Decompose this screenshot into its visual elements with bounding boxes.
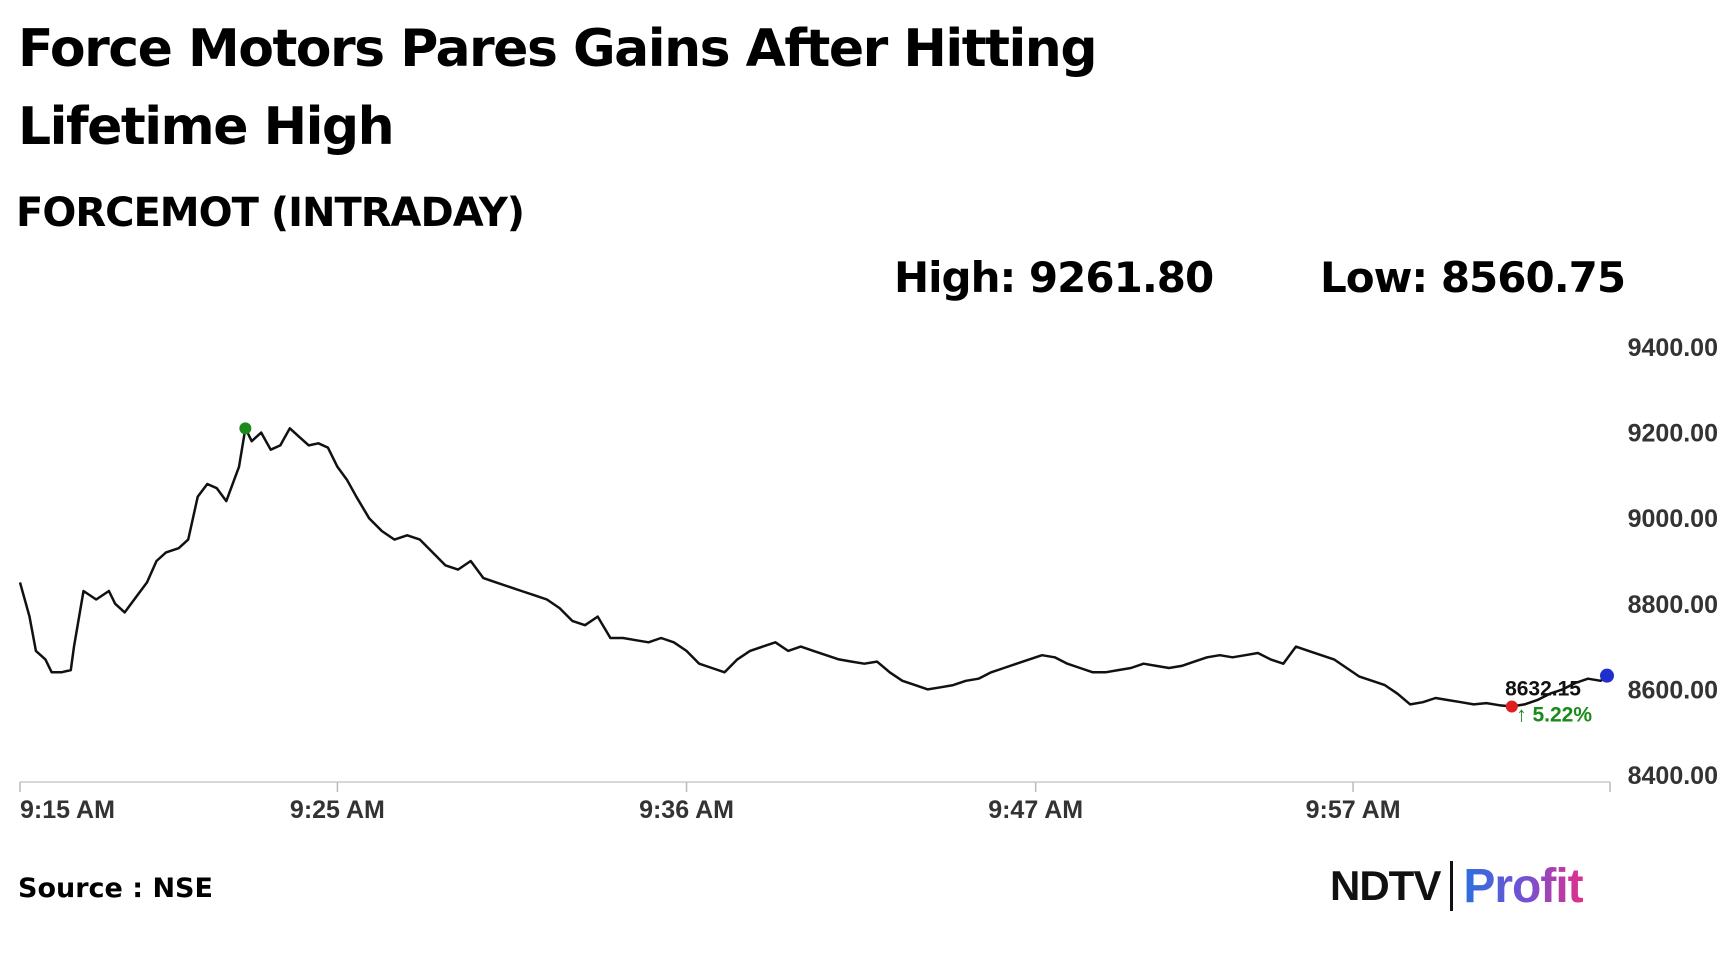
y-tick-label: 9400.00	[1628, 334, 1718, 362]
x-tick-label: 9:15 AM	[20, 796, 115, 824]
y-tick-label: 8800.00	[1628, 591, 1718, 619]
x-tick-label: 9:57 AM	[1306, 796, 1401, 824]
logo-separator	[1450, 861, 1454, 911]
x-tick-label: 9:36 AM	[639, 796, 734, 824]
x-tick-label: 9:47 AM	[988, 796, 1083, 824]
logo-ndtv-text: NDTV	[1330, 862, 1441, 909]
high-stat: High: 9261.80	[894, 253, 1214, 302]
x-tick-label: 9:25 AM	[290, 796, 385, 824]
logo-profit-text: Profit	[1463, 859, 1583, 913]
y-tick-label: 8600.00	[1628, 676, 1718, 704]
chart-subtitle: FORCEMOT (INTRADAY)	[16, 190, 525, 236]
last-point-marker	[1600, 668, 1614, 683]
low-point-marker	[1505, 700, 1518, 713]
ndtv-profit-logo: NDTV Profit	[1330, 858, 1584, 914]
price-series-line	[18, 427, 1608, 708]
last-change-label: ↑ 5.22%	[1516, 704, 1592, 727]
source-label: Source : NSE	[18, 873, 213, 904]
chart-title: Force Motors Pares Gains After Hitting L…	[18, 19, 1098, 157]
low-stat: Low: 8560.75	[1320, 253, 1626, 302]
plot-area: 8632.15 ↑ 5.22%	[18, 422, 1614, 727]
y-tick-label: 9200.00	[1628, 420, 1718, 448]
x-axis: 9:15 AM 9:25 AM 9:36 AM 9:47 AM 9:57 AM	[19, 781, 1611, 824]
y-tick-label: 9000.00	[1628, 505, 1718, 533]
last-value-label: 8632.15	[1505, 678, 1581, 701]
y-axis: 9400.00 9200.00 9000.00 8800.00 8600.00 8400.…	[1628, 334, 1718, 790]
y-tick-label: 8400.00	[1628, 762, 1718, 790]
high-point-marker	[239, 422, 252, 435]
